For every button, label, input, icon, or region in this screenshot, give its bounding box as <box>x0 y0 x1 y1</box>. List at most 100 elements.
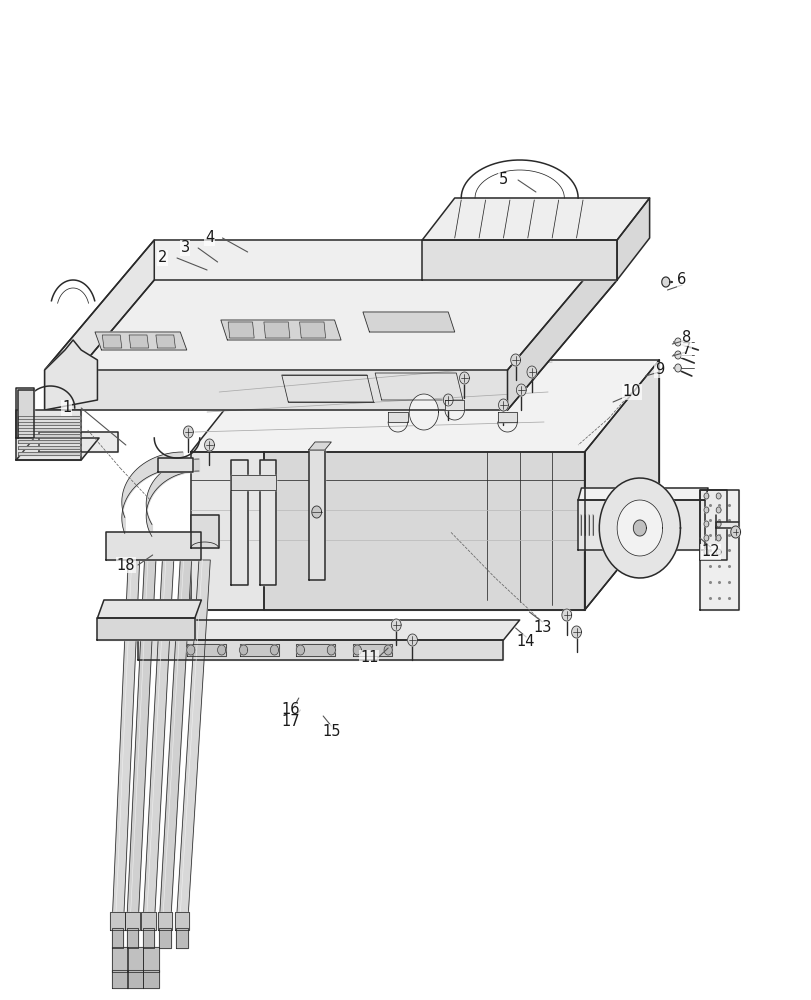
Polygon shape <box>18 422 79 425</box>
Polygon shape <box>507 240 616 410</box>
Polygon shape <box>127 560 156 925</box>
Polygon shape <box>157 912 172 930</box>
Text: 10: 10 <box>622 384 640 399</box>
Polygon shape <box>510 354 520 366</box>
Text: 7: 7 <box>680 342 690 358</box>
Text: 8: 8 <box>680 330 690 346</box>
Polygon shape <box>375 373 462 400</box>
Polygon shape <box>105 532 201 560</box>
Text: 14: 14 <box>517 635 534 650</box>
Polygon shape <box>141 912 156 930</box>
Polygon shape <box>97 600 201 618</box>
Polygon shape <box>422 198 649 240</box>
Text: 5: 5 <box>498 172 508 188</box>
Polygon shape <box>191 515 219 548</box>
Polygon shape <box>138 620 519 640</box>
Polygon shape <box>183 426 193 438</box>
Polygon shape <box>353 644 392 656</box>
Polygon shape <box>112 970 128 988</box>
Polygon shape <box>191 360 659 452</box>
Text: 12: 12 <box>701 544 719 560</box>
Polygon shape <box>270 645 278 655</box>
Polygon shape <box>16 388 34 438</box>
Polygon shape <box>308 442 331 450</box>
Polygon shape <box>703 549 708 555</box>
Polygon shape <box>39 432 118 452</box>
Polygon shape <box>363 312 454 332</box>
Polygon shape <box>228 322 254 338</box>
Polygon shape <box>407 634 417 646</box>
Polygon shape <box>498 399 508 411</box>
Polygon shape <box>715 493 720 499</box>
Polygon shape <box>125 912 139 930</box>
Polygon shape <box>577 500 704 550</box>
Polygon shape <box>571 626 581 638</box>
Polygon shape <box>444 400 464 410</box>
Polygon shape <box>156 335 175 348</box>
Polygon shape <box>661 277 669 287</box>
Polygon shape <box>616 198 649 280</box>
Polygon shape <box>45 280 616 410</box>
Polygon shape <box>18 434 79 437</box>
Polygon shape <box>715 549 720 555</box>
Polygon shape <box>353 645 361 655</box>
Polygon shape <box>715 535 720 541</box>
Polygon shape <box>516 384 526 396</box>
Polygon shape <box>187 645 195 655</box>
Polygon shape <box>159 560 191 925</box>
Polygon shape <box>95 332 187 350</box>
Polygon shape <box>422 240 616 280</box>
Polygon shape <box>231 475 276 490</box>
Text: 1: 1 <box>62 400 71 416</box>
Polygon shape <box>129 335 148 348</box>
Polygon shape <box>264 322 290 338</box>
Polygon shape <box>110 912 125 930</box>
Polygon shape <box>699 490 726 560</box>
Polygon shape <box>112 947 128 972</box>
Polygon shape <box>204 439 214 451</box>
Polygon shape <box>260 460 276 585</box>
Polygon shape <box>703 507 708 513</box>
Polygon shape <box>18 452 79 455</box>
Polygon shape <box>102 335 122 348</box>
Polygon shape <box>176 928 187 948</box>
Polygon shape <box>409 394 438 430</box>
Polygon shape <box>143 970 159 988</box>
Polygon shape <box>674 338 680 346</box>
Text: 11: 11 <box>360 650 378 666</box>
Polygon shape <box>703 521 708 527</box>
Text: 17: 17 <box>281 714 299 730</box>
Polygon shape <box>699 490 738 610</box>
Polygon shape <box>18 390 34 438</box>
Polygon shape <box>112 560 139 925</box>
Polygon shape <box>45 240 616 370</box>
Polygon shape <box>526 366 536 378</box>
Polygon shape <box>281 375 373 402</box>
Text: 4: 4 <box>204 231 214 245</box>
Text: 6: 6 <box>676 272 686 288</box>
Polygon shape <box>191 452 264 610</box>
Text: 16: 16 <box>281 702 299 718</box>
Polygon shape <box>187 644 225 656</box>
Polygon shape <box>459 372 469 384</box>
Polygon shape <box>16 438 99 460</box>
Polygon shape <box>45 240 154 410</box>
Polygon shape <box>18 440 79 443</box>
Polygon shape <box>143 560 174 925</box>
Polygon shape <box>703 535 708 541</box>
Polygon shape <box>18 446 79 449</box>
Polygon shape <box>674 351 680 359</box>
Polygon shape <box>327 645 335 655</box>
Polygon shape <box>127 947 143 972</box>
Polygon shape <box>239 644 278 656</box>
Polygon shape <box>158 458 193 472</box>
Polygon shape <box>388 412 407 422</box>
Polygon shape <box>391 619 401 631</box>
Polygon shape <box>112 928 123 948</box>
Polygon shape <box>311 506 321 518</box>
Polygon shape <box>296 645 304 655</box>
Text: 18: 18 <box>117 558 135 572</box>
Polygon shape <box>616 500 662 556</box>
Polygon shape <box>18 428 79 431</box>
Polygon shape <box>633 520 646 536</box>
